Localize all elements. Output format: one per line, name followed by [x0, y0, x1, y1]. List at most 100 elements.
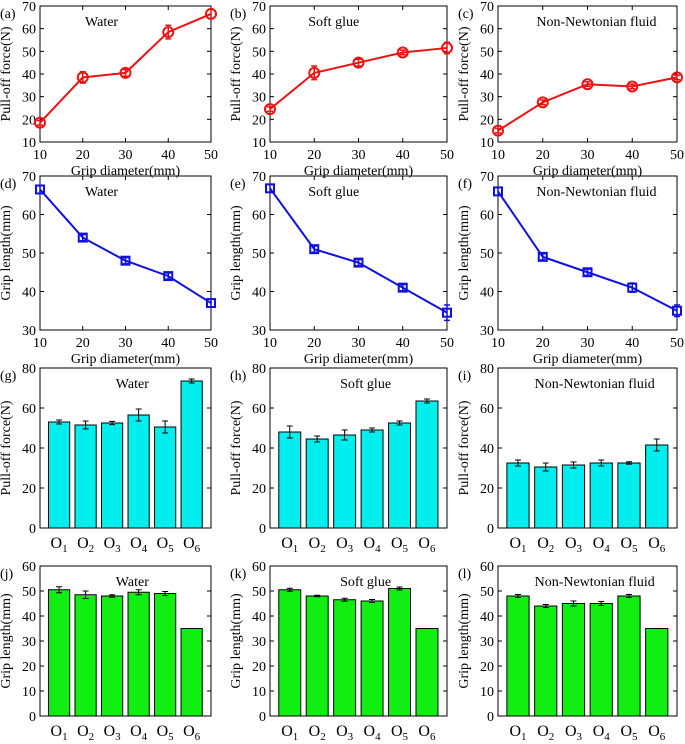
- bar: [506, 595, 530, 717]
- panel-title: Water: [116, 377, 149, 392]
- data-point: [206, 298, 216, 309]
- data-point: [442, 307, 452, 318]
- category-label: O5: [620, 535, 638, 555]
- y-tick-label: 20: [480, 482, 494, 497]
- y-tick-label: 0: [259, 710, 266, 725]
- y-tick-label: 30: [252, 324, 266, 339]
- y-tick-label: 70: [480, 0, 494, 15]
- data-point: [626, 80, 639, 93]
- x-tick-label: 50: [440, 336, 454, 351]
- category-subscript: 2: [320, 543, 326, 555]
- panel-title: Non-Newtonian fluid: [536, 185, 656, 200]
- category-subscript: 1: [62, 543, 68, 555]
- bar: [333, 434, 357, 529]
- x-tick-label: 40: [625, 148, 639, 163]
- y-tick-label: 60: [252, 402, 266, 417]
- category-label: O2: [77, 535, 94, 555]
- y-tick-label: 50: [22, 585, 36, 600]
- x-tick-label: 50: [670, 148, 684, 163]
- x-tick-label: 30: [581, 148, 595, 163]
- data-point: [627, 282, 638, 293]
- y-tick-label: 40: [480, 442, 494, 457]
- data-point: [397, 282, 408, 293]
- x-axis-label: Grip diameter(mm): [71, 164, 181, 179]
- bar: [127, 591, 150, 717]
- panel-label: (l): [458, 567, 472, 582]
- x-tick-label: 50: [440, 148, 454, 163]
- y-tick-label: 0: [487, 522, 494, 537]
- category-letter: O: [77, 723, 89, 740]
- category-label: O4: [130, 535, 148, 555]
- category-subscript: 2: [320, 731, 326, 743]
- panel-k: 0 10 20 30 40 50 60 Grip length(mm) (k) Soft glue…: [229, 560, 448, 743]
- category-letter: O: [418, 723, 430, 740]
- y-tick-label: 20: [252, 482, 266, 497]
- y-tick-label: 40: [252, 442, 266, 457]
- x-tick-label: 40: [161, 148, 175, 163]
- y-tick-label: 20: [480, 113, 494, 128]
- category-subscript: 6: [195, 543, 201, 555]
- panel-label: (a): [0, 7, 16, 22]
- category-subscript: 4: [375, 543, 381, 555]
- category-label: O1: [281, 723, 298, 743]
- data-point: [163, 271, 174, 282]
- y-tick-label: 10: [480, 136, 494, 151]
- y-tick-label: 30: [252, 91, 266, 106]
- x-tick-label: 50: [670, 336, 684, 351]
- x-tick-label: 20: [76, 336, 90, 351]
- bar: [589, 462, 613, 529]
- category-letter: O: [391, 723, 403, 740]
- data-point: [582, 267, 593, 278]
- category-letter: O: [309, 723, 321, 740]
- y-tick-label: 70: [480, 170, 494, 185]
- category-label: O1: [281, 535, 298, 555]
- y-axis-label: Pull-off force(N): [457, 26, 472, 121]
- y-tick-label: 60: [252, 209, 266, 224]
- y-tick-label: 60: [480, 209, 494, 224]
- data-point: [205, 7, 217, 20]
- y-tick-label: 60: [252, 560, 266, 575]
- category-subscript: 2: [89, 731, 95, 743]
- panel-title: Water: [85, 185, 118, 200]
- category-label: O1: [51, 723, 68, 743]
- category-letter: O: [281, 723, 293, 740]
- category-letter: O: [51, 723, 63, 740]
- bar: [47, 421, 71, 529]
- y-tick-label: 70: [22, 170, 36, 185]
- series-line: [39, 188, 212, 304]
- category-letter: O: [309, 535, 321, 552]
- category-label: O4: [364, 535, 382, 555]
- category-subscript: 4: [142, 731, 148, 743]
- data-point: [672, 305, 682, 316]
- x-tick-label: 30: [119, 148, 133, 163]
- category-subscript: 3: [577, 543, 583, 555]
- panel-b: 10 20 30 40 50 60 70 Pull-off force(N) (b) Soft g…: [229, 0, 454, 179]
- category-label: O3: [336, 535, 354, 555]
- x-tick-label: 20: [76, 148, 90, 163]
- y-tick-label: 30: [480, 91, 494, 106]
- y-tick-label: 40: [480, 610, 494, 625]
- category-letter: O: [593, 723, 605, 740]
- category-label: O5: [391, 723, 409, 743]
- y-axis-label: Pull-off force(N): [0, 26, 14, 121]
- panel-title: Soft glue: [340, 575, 391, 590]
- panel-e: 30 40 50 60 70 Grip length(mm) (e) Soft glue 10 2…: [229, 170, 454, 367]
- x-tick-label: 10: [263, 336, 277, 351]
- category-label: O4: [364, 723, 382, 743]
- panel-title: Water: [85, 15, 118, 30]
- panel-label: (k): [230, 567, 247, 582]
- data-point: [264, 103, 276, 116]
- panel-label: (e): [230, 177, 246, 192]
- y-tick-label: 30: [22, 91, 36, 106]
- category-label: O6: [648, 723, 666, 743]
- category-subscript: 6: [430, 543, 436, 555]
- category-subscript: 1: [521, 543, 527, 555]
- x-axis-label: Grip diameter(mm): [304, 164, 414, 179]
- category-letter: O: [336, 535, 348, 552]
- category-subscript: 6: [660, 731, 666, 743]
- data-point: [308, 66, 321, 79]
- category-label: O2: [77, 723, 94, 743]
- y-tick-label: 10: [252, 685, 266, 700]
